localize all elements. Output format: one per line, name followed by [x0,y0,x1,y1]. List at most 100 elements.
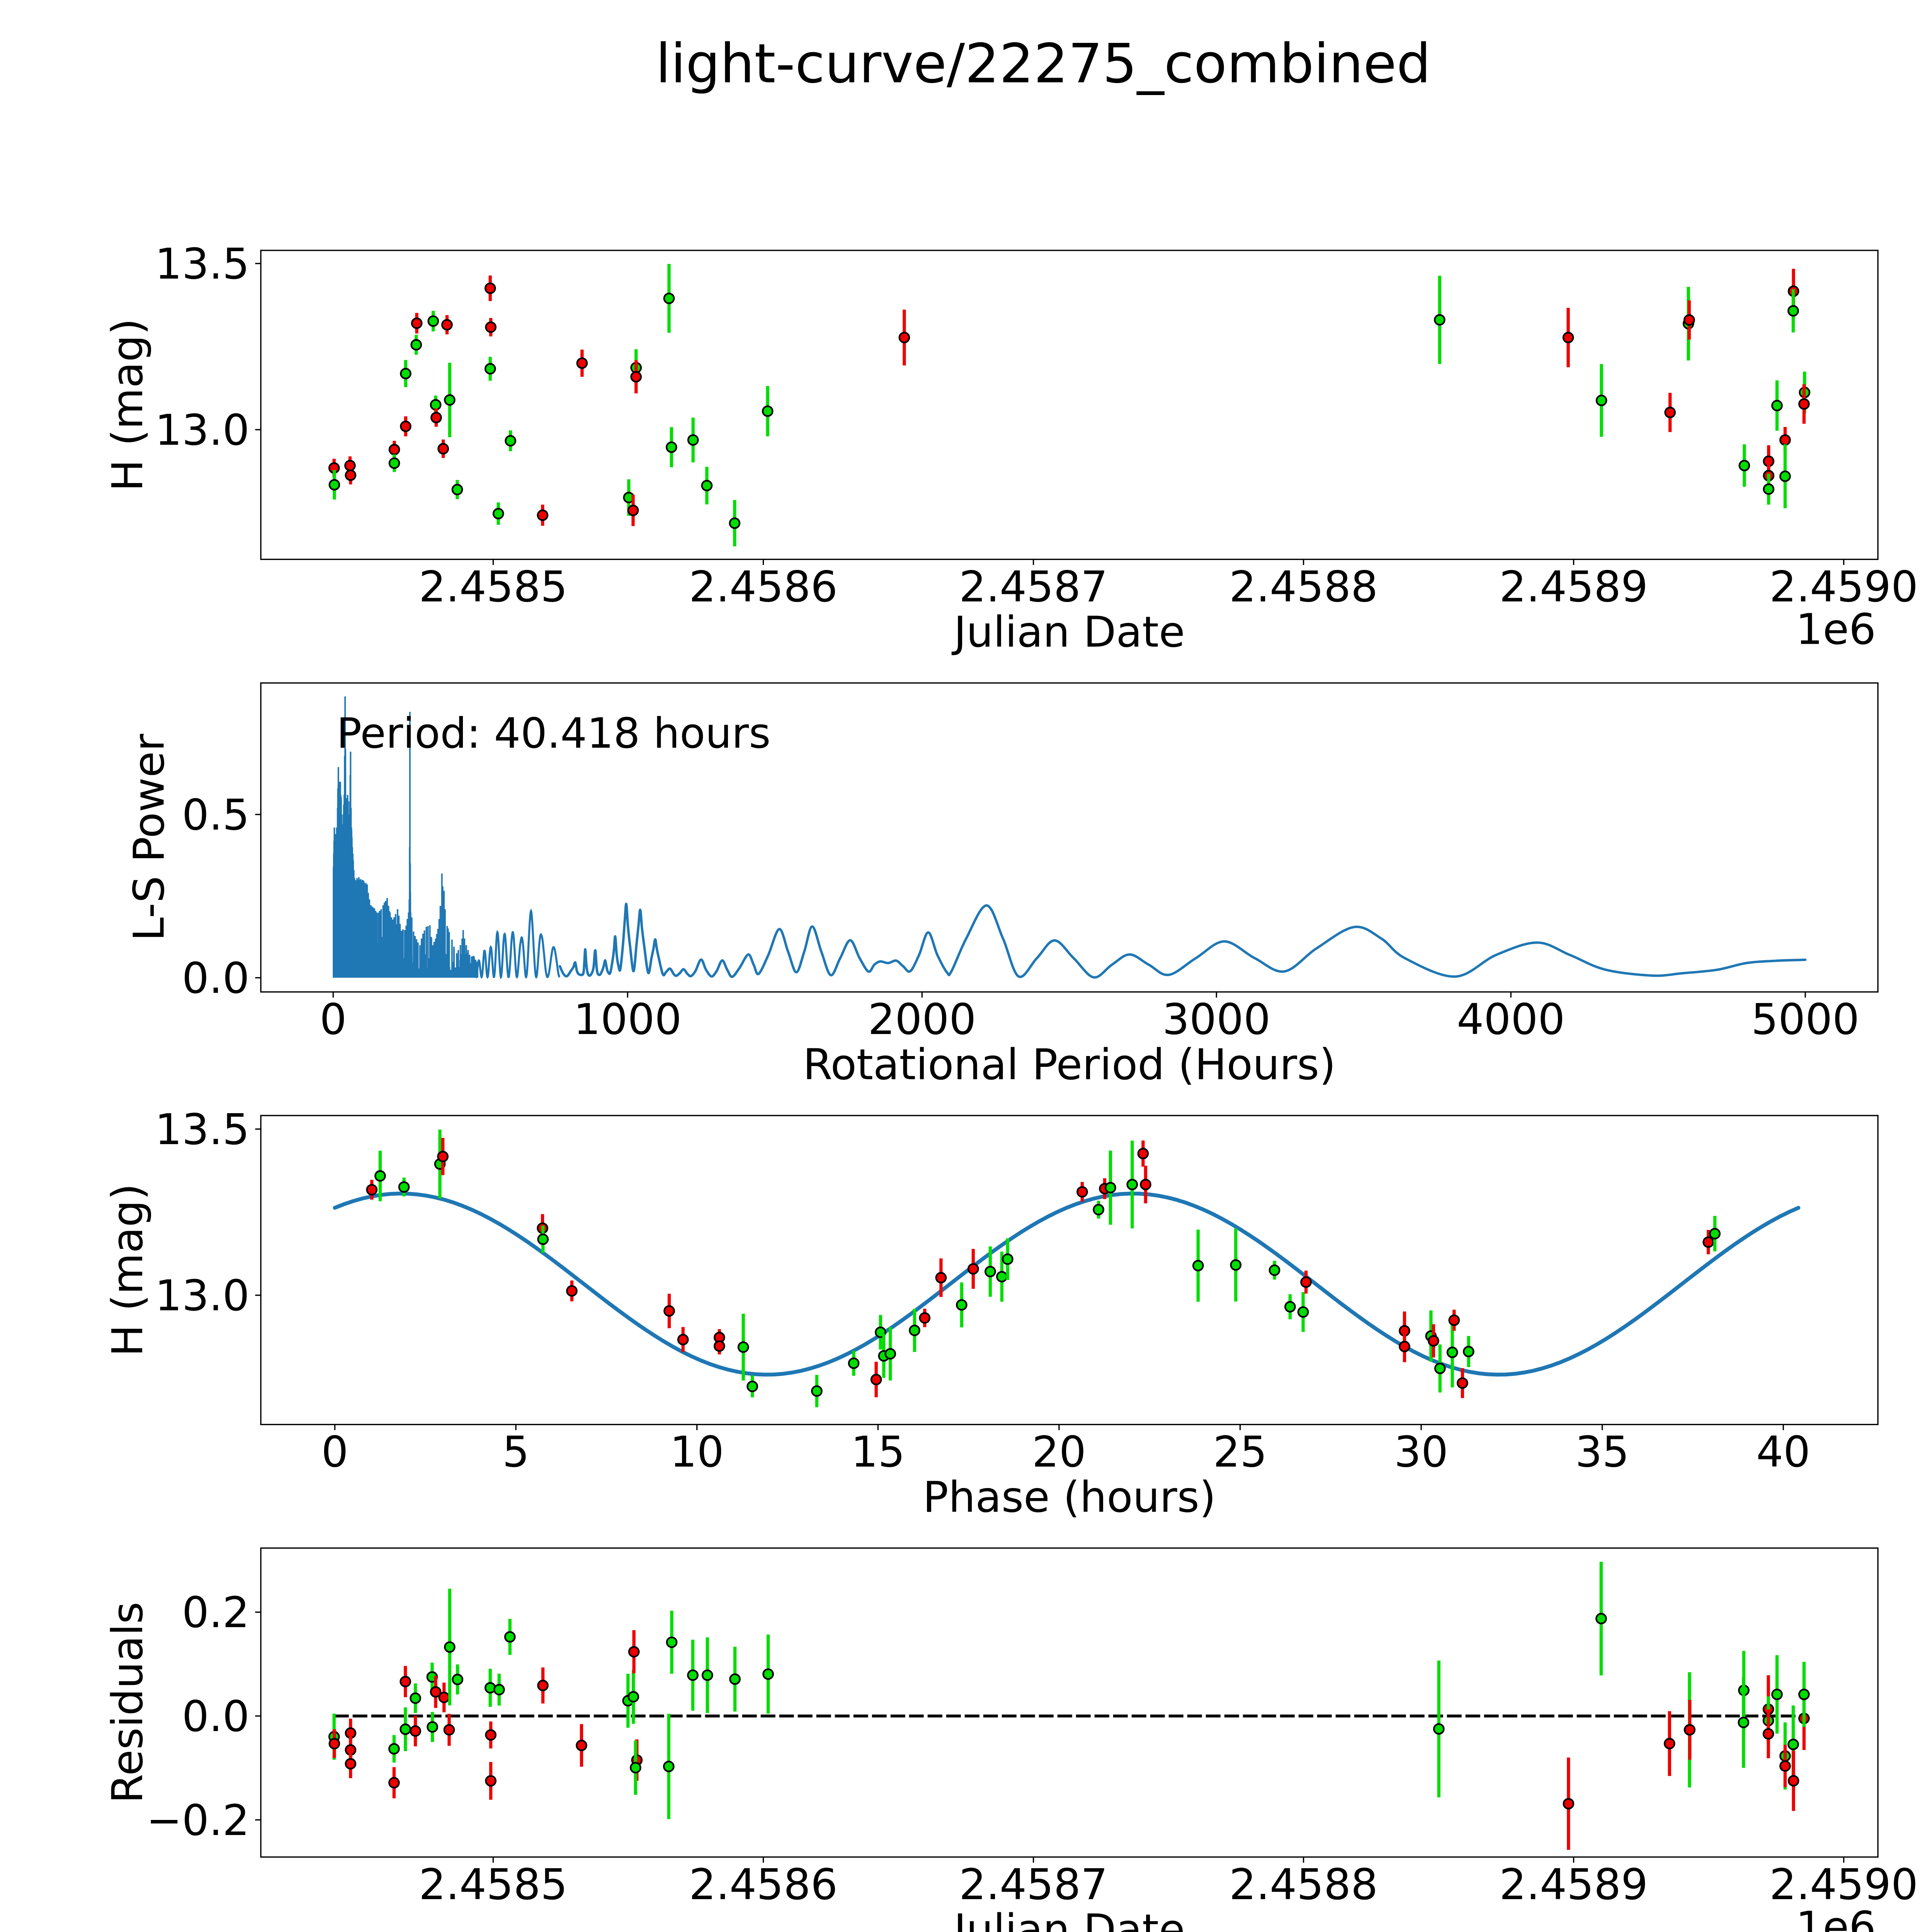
marker [443,1724,455,1736]
marker [628,1691,639,1703]
marker [713,1340,725,1352]
marker [452,1673,463,1685]
data-point-red [437,439,449,458]
x-tick-label: 25 [1213,1427,1267,1477]
data-point-red [1663,1711,1675,1776]
y-tick-label: 13.5 [155,1105,250,1154]
data-point-green [427,1712,438,1742]
data-point-red [345,1749,357,1778]
marker [627,505,639,516]
data-point-red [485,1721,497,1748]
y-tick-label: 0.5 [182,790,250,840]
period-annotation: Period: 40.418 hours [337,709,770,758]
data-point-red [1562,308,1574,367]
data-point-green [1763,473,1775,505]
marker [388,1743,400,1755]
marker [956,1299,968,1311]
marker [1779,1760,1791,1772]
marker [437,443,449,455]
x-tick-label: 2000 [868,995,976,1044]
marker [666,1636,678,1648]
marker [1230,1259,1242,1271]
x-tick-label: 40 [1756,1427,1810,1477]
y-tick-label: −0.2 [146,1796,250,1845]
data-point-green [452,1664,463,1695]
periodogram-transition [470,908,561,980]
data-point-green [400,360,412,388]
marker [984,1265,996,1277]
y-axis-label: L-S Power [124,733,174,941]
marker [1448,1314,1460,1326]
x-tick-label: 2.4586 [689,562,838,612]
data-point-red [366,1180,378,1200]
data-point-green [1709,1216,1721,1252]
marker [665,441,677,453]
marker [400,1676,412,1687]
x-tick-label: 2.4589 [1499,562,1648,612]
data-point-green [701,466,713,505]
data-point-green [410,1683,421,1713]
marker [537,1233,549,1245]
marker [576,1740,587,1751]
marker [935,1272,947,1284]
y-axis-label: Residuals [103,1602,152,1803]
data-point-green [1433,1660,1445,1798]
marker [411,317,423,329]
marker [1787,1738,1799,1750]
data-point-red [1664,393,1676,432]
marker [485,1775,497,1787]
data-point-red [919,1308,930,1327]
marker [430,399,442,411]
marker [1105,1182,1116,1194]
marker [1683,314,1695,326]
data-point-red [1683,300,1695,340]
marker [566,1285,578,1297]
marker [1300,1276,1312,1288]
data-point-red [1300,1270,1312,1294]
marker [345,1758,357,1770]
marker [687,1669,699,1681]
marker [848,1357,860,1369]
x-tick-label: 0 [321,1427,349,1477]
data-point-red [437,1138,449,1175]
marker [1798,1689,1810,1700]
data-point-green [687,417,699,463]
data-point-green [444,1588,456,1706]
marker [1763,483,1775,495]
data-point-green [729,500,741,547]
data-point-red [663,1294,675,1328]
marker [430,1686,442,1698]
marker [437,1151,449,1162]
marker [1463,1345,1475,1357]
marker [1433,1723,1445,1735]
marker [747,1381,758,1392]
data-point-red [630,360,642,394]
marker [1427,1335,1439,1347]
data-point-green [747,1375,758,1398]
data-point-red [1427,1324,1439,1358]
data-point-red [430,408,442,427]
marker [1284,1301,1296,1313]
x-tick-label: 15 [851,1427,905,1477]
data-point-green [451,480,463,499]
x-tick-label: 30 [1394,1427,1448,1477]
data-point-green [504,1619,516,1655]
marker [811,1385,823,1397]
data-point-green [410,335,422,355]
marker [328,1738,340,1750]
data-point-green [811,1375,823,1407]
marker [701,480,713,492]
data-point-red [627,495,639,526]
marker [345,469,357,481]
marker [1787,305,1799,317]
data-point-red [1684,1700,1696,1760]
marker [1139,1179,1151,1190]
data-point-green [1787,289,1799,333]
data-point-green [1771,1655,1783,1734]
y-tick-label: 0.0 [182,1692,250,1741]
axes-spines [260,682,1879,993]
marker [1771,400,1783,412]
data-point-red [441,315,453,335]
marker [398,1181,410,1193]
data-point-red [935,1258,947,1297]
